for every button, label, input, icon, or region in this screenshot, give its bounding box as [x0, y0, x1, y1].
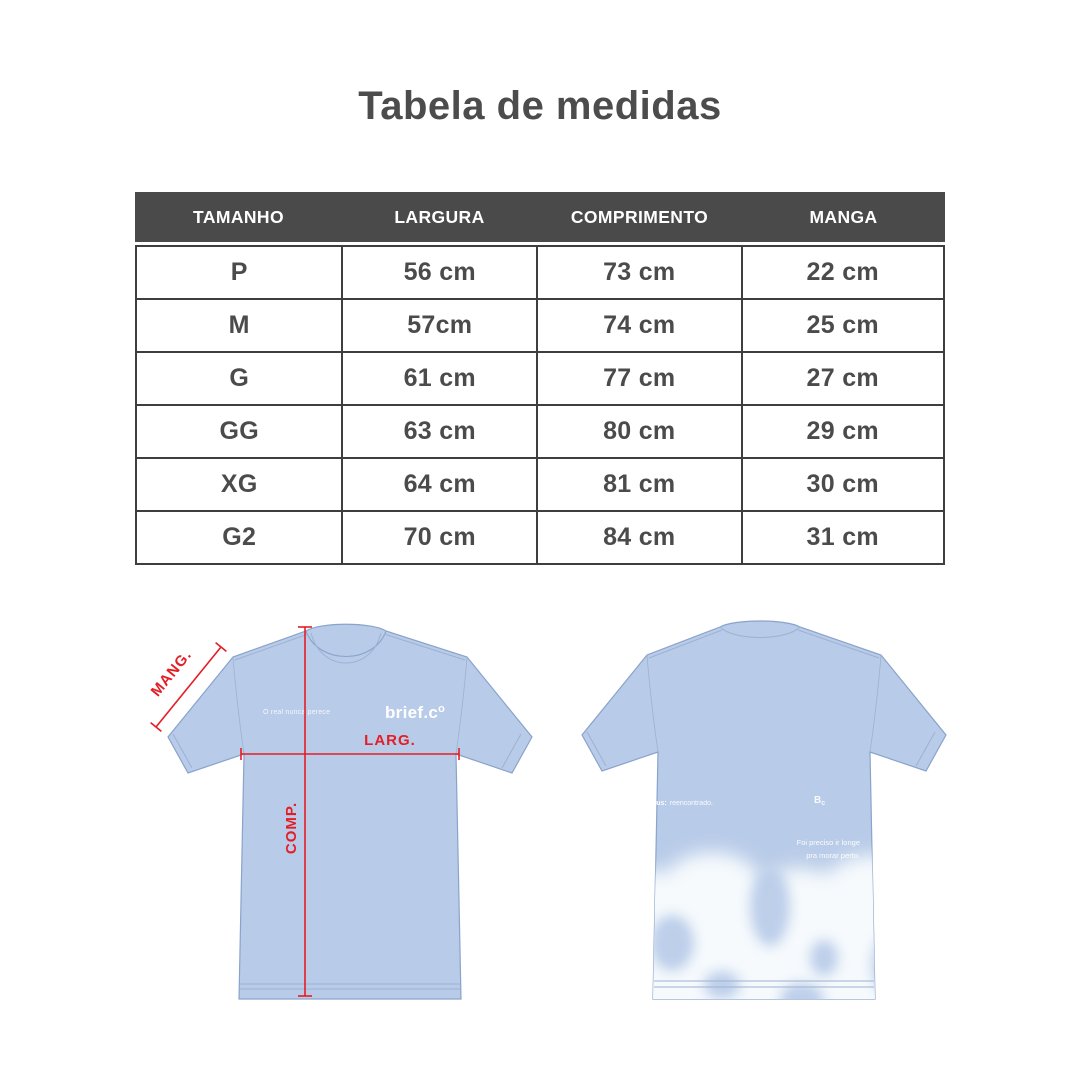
largura-label: LARG. [364, 732, 416, 749]
column-header-tamanho: TAMANHO [193, 206, 284, 227]
armhole-seam-left [646, 654, 659, 753]
back-quote-line2: pra morar perto. [806, 851, 860, 860]
collar-outer-seam [305, 630, 387, 658]
comprimento-label: COMP. [283, 802, 300, 854]
size-table: P 56 cm 73 cm 22 cm M 57cm 74 cm 25 cm G… [134, 245, 945, 565]
tshirt-back-diagram: Status: reencontrado. Bc Foi preciso ir l… [581, 620, 947, 1000]
value-cell: 73 cm [536, 245, 743, 300]
brand-logo-main: brief.c [385, 703, 438, 722]
status-label: Status: [643, 800, 667, 807]
armhole-seam-right [869, 654, 882, 753]
back-collar-seam [719, 626, 801, 638]
value-cell: 27 cm [740, 351, 945, 406]
value-cell: 29 cm [740, 404, 945, 459]
value-cell: 31 cm [740, 510, 945, 565]
brand-logo-b: B [814, 795, 821, 806]
column-header-manga: MANGA [809, 206, 878, 227]
value-cell: 25 cm [740, 298, 945, 353]
back-quote-line1: Foi preciso ir longe [797, 838, 860, 847]
table-row: G 61 cm 77 cm 27 cm [134, 351, 945, 406]
value-cell: 61 cm [341, 351, 539, 406]
shoulder-seam-left [234, 633, 309, 661]
value-cell: 84 cm [536, 510, 743, 565]
table-row: XG 64 cm 81 cm 30 cm [134, 457, 945, 512]
cuff-seam-left [172, 733, 193, 769]
armhole-seam-right [455, 656, 468, 755]
brand-logo-back: Bc [814, 795, 825, 807]
value-cell: 57cm [341, 298, 539, 353]
hem-seam [654, 980, 874, 988]
armhole-seam-left [232, 656, 245, 755]
value-cell: 64 cm [341, 457, 539, 512]
value-cell: 70 cm [341, 510, 539, 565]
value-cell: 56 cm [341, 245, 539, 300]
brand-logo-front: brief.co [385, 703, 445, 722]
shoulder-seam-left [648, 629, 723, 659]
cuff-seam-right [501, 733, 522, 769]
size-cell: M [134, 298, 344, 353]
table-row: P 56 cm 73 cm 22 cm [134, 245, 945, 300]
table-header-row: TAMANHO LARGURA COMPRIMENTO MANGA [135, 192, 945, 242]
value-cell: 22 cm [740, 245, 945, 300]
shoulder-seam-right [797, 629, 880, 659]
measurement-lines [150, 626, 460, 997]
table-row: G2 70 cm 84 cm 31 cm [134, 510, 945, 565]
cuff-seam-right [915, 731, 936, 767]
manga-label: MANG. [148, 646, 195, 699]
brand-logo-sup: o [438, 703, 445, 715]
size-cell: G2 [134, 510, 344, 565]
manga-tick-bottom [150, 721, 162, 733]
hem-seam [240, 983, 460, 990]
size-cell: P [134, 245, 344, 300]
cloud-print [582, 852, 946, 999]
table-row: M 57cm 74 cm 25 cm [134, 298, 945, 353]
tshirt-front-diagram: O real nunca perece brief.co LARG. COMP.… [148, 623, 533, 1000]
column-header-largura: LARGURA [394, 206, 485, 227]
status-text: Status: reencontrado. [643, 800, 713, 807]
manga-line [155, 646, 222, 728]
value-cell: 74 cm [536, 298, 743, 353]
front-chest-text: O real nunca perece [263, 709, 330, 716]
value-cell: 30 cm [740, 457, 945, 512]
column-header-comprimento: COMPRIMENTO [570, 206, 709, 227]
status-value: reencontrado. [670, 800, 713, 807]
size-cell: XG [134, 457, 344, 512]
collar-inner-seam [310, 632, 382, 664]
cuff-seam-left [586, 731, 607, 767]
value-cell: 63 cm [341, 404, 539, 459]
value-cell: 81 cm [536, 457, 743, 512]
value-cell: 77 cm [536, 351, 743, 406]
size-cell: GG [134, 404, 344, 459]
page-title: Tabela de medidas [358, 84, 722, 128]
manga-tick-top [215, 641, 227, 653]
table-row: GG 63 cm 80 cm 29 cm [134, 404, 945, 459]
brand-logo-c: c [821, 800, 825, 807]
value-cell: 80 cm [536, 404, 743, 459]
size-cell: G [134, 351, 344, 406]
shoulder-seam-right [383, 633, 466, 661]
tshirt-front-body [167, 623, 533, 1000]
